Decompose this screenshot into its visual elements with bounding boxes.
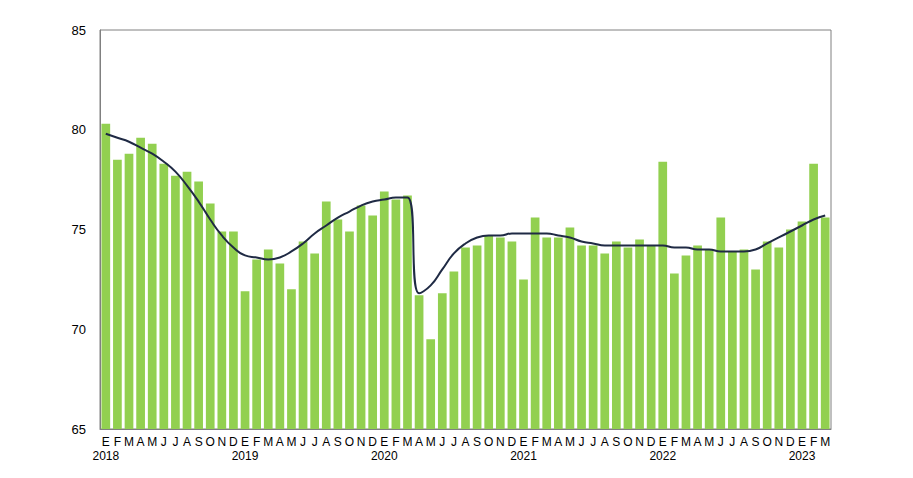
svg-text:O: O [206,435,215,449]
svg-text:N: N [774,435,783,449]
svg-text:F: F [531,435,538,449]
svg-text:N: N [357,435,366,449]
svg-text:M: M [402,435,412,449]
svg-text:S: S [195,435,203,449]
svg-text:S: S [612,435,620,449]
svg-text:M: M [124,435,134,449]
svg-text:N: N [217,435,226,449]
svg-text:F: F [392,435,399,449]
svg-text:D: D [229,435,238,449]
svg-text:J: J [590,435,596,449]
svg-text:J: J [300,435,306,449]
svg-text:E: E [102,435,110,449]
svg-text:F: F [114,435,121,449]
svg-text:A: A [322,435,330,449]
svg-text:A: A [554,435,562,449]
svg-text:E: E [520,435,528,449]
svg-text:2020: 2020 [371,449,398,463]
svg-text:65: 65 [72,422,86,437]
svg-text:J: J [729,435,735,449]
svg-text:O: O [763,435,772,449]
svg-text:M: M [704,435,714,449]
svg-text:E: E [380,435,388,449]
svg-text:A: A [740,435,748,449]
svg-text:M: M [565,435,575,449]
svg-text:A: A [601,435,609,449]
svg-text:M: M [286,435,296,449]
svg-text:O: O [345,435,354,449]
svg-text:M: M [542,435,552,449]
svg-text:85: 85 [72,23,86,38]
svg-text:S: S [752,435,760,449]
svg-text:J: J [718,435,724,449]
svg-text:E: E [241,435,249,449]
svg-text:A: A [461,435,469,449]
svg-text:J: J [579,435,585,449]
svg-text:J: J [451,435,457,449]
svg-text:80: 80 [72,122,86,137]
svg-text:F: F [253,435,260,449]
svg-text:S: S [334,435,342,449]
svg-text:D: D [786,435,795,449]
svg-text:A: A [694,435,702,449]
svg-text:2023: 2023 [789,449,816,463]
svg-text:O: O [484,435,493,449]
svg-text:M: M [263,435,273,449]
svg-text:J: J [172,435,178,449]
svg-text:E: E [798,435,806,449]
svg-text:O: O [623,435,632,449]
svg-text:D: D [508,435,517,449]
svg-text:M: M [147,435,157,449]
svg-text:2022: 2022 [649,449,676,463]
svg-text:N: N [496,435,505,449]
svg-text:75: 75 [72,222,86,237]
svg-text:A: A [183,435,191,449]
svg-text:J: J [312,435,318,449]
svg-text:M: M [681,435,691,449]
svg-text:N: N [635,435,644,449]
svg-text:E: E [659,435,667,449]
svg-text:D: D [368,435,377,449]
svg-text:D: D [647,435,656,449]
svg-text:A: A [415,435,423,449]
svg-text:A: A [137,435,145,449]
svg-text:F: F [671,435,678,449]
svg-text:M: M [426,435,436,449]
svg-text:A: A [276,435,284,449]
svg-text:S: S [473,435,481,449]
svg-text:J: J [161,435,167,449]
svg-text:F: F [810,435,817,449]
svg-text:2018: 2018 [92,449,119,463]
svg-text:J: J [439,435,445,449]
svg-text:2021: 2021 [510,449,537,463]
svg-text:70: 70 [72,322,86,337]
svg-text:M: M [820,435,830,449]
svg-text:2019: 2019 [232,449,259,463]
